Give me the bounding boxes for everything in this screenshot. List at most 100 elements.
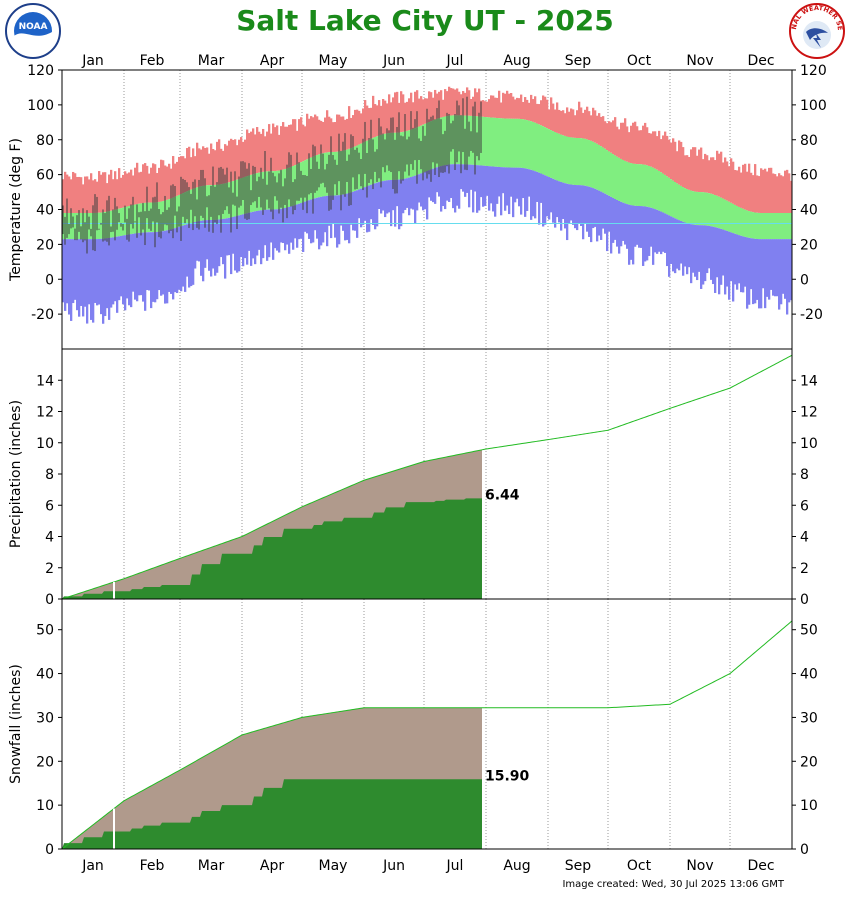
normal-range-bar — [626, 161, 629, 205]
record-low-bar — [562, 182, 565, 220]
record-low-bar — [438, 166, 441, 197]
observed-temperature-bar — [412, 127, 414, 170]
normal-range-bar — [88, 212, 91, 240]
normal-range-bar — [476, 116, 479, 166]
record-low-bar — [790, 239, 793, 301]
normal-range-bar — [766, 212, 769, 240]
normal-range-bar — [266, 171, 269, 210]
record-high-bar — [394, 92, 397, 133]
record-high-bar — [666, 135, 669, 177]
record-low-bar — [520, 167, 523, 215]
observed-temperature-bar — [194, 179, 196, 217]
record-low-bar — [622, 202, 625, 241]
normal-range-bar — [296, 164, 299, 205]
normal-range-bar — [558, 133, 561, 182]
record-low-bar — [712, 226, 715, 285]
record-high-bar — [430, 92, 433, 122]
record-low-bar — [678, 220, 681, 271]
normal-range-bar — [632, 163, 635, 206]
record-low-bar — [148, 232, 151, 291]
normal-range-bar — [480, 116, 483, 166]
month-label-top: Jun — [382, 53, 405, 69]
observed-temperature-bar — [80, 226, 82, 240]
record-high-bar — [706, 155, 709, 193]
record-low-bar — [572, 184, 575, 225]
normal-range-bar — [394, 132, 397, 180]
observed-cumulative-area — [62, 498, 482, 599]
normal-range-bar — [568, 136, 571, 185]
record-high-bar — [424, 98, 427, 124]
record-high-bar — [496, 97, 499, 119]
normal-range-bar — [216, 184, 219, 220]
normal-range-bar — [238, 179, 241, 216]
record-high-bar — [190, 157, 193, 190]
observed-temperature-bar — [478, 112, 480, 161]
record-high-bar — [344, 119, 347, 151]
observed-temperature-bar — [434, 119, 436, 175]
record-high-bar — [360, 113, 363, 144]
record-low-bar — [716, 227, 719, 278]
record-high-bar — [688, 156, 691, 190]
record-low-bar — [74, 239, 77, 300]
normal-range-bar — [466, 115, 469, 165]
normal-range-bar — [512, 118, 515, 168]
record-low-bar — [418, 174, 421, 203]
record-high-bar — [598, 113, 601, 145]
normal-range-bar — [332, 151, 335, 196]
normal-range-bar — [234, 180, 237, 217]
normal-range-bar — [702, 192, 705, 226]
observed-temperature-bar — [166, 209, 168, 226]
record-low-bar — [768, 239, 771, 300]
y-tick-label-right: 14 — [800, 373, 818, 389]
observed-temperature-bar — [172, 184, 174, 239]
normal-range-bar — [70, 212, 73, 240]
observed-temperature-bar — [180, 176, 182, 241]
record-high-bar — [484, 101, 487, 117]
record-high-bar — [312, 117, 315, 157]
normal-range-bar — [90, 212, 93, 240]
normal-range-bar — [196, 187, 199, 222]
normal-range-bar — [306, 159, 309, 201]
normal-range-bar — [586, 139, 589, 187]
observed-temperature-bar — [424, 135, 426, 173]
normal-range-bar — [202, 185, 205, 221]
record-high-bar — [242, 141, 245, 178]
record-low-bar — [142, 232, 145, 302]
observed-temperature-bar — [362, 138, 364, 191]
observed-temperature-bar — [304, 175, 306, 198]
normal-range-bar — [100, 212, 103, 239]
record-high-bar — [192, 148, 195, 189]
observed-temperature-bar — [386, 128, 388, 166]
record-high-bar — [730, 158, 733, 203]
normal-range-bar — [456, 115, 459, 165]
normal-range-bar — [424, 123, 427, 172]
normal-range-bar — [606, 150, 609, 195]
observed-temperature-bar — [252, 165, 254, 203]
observed-temperature-bar — [110, 226, 112, 233]
normal-range-bar — [194, 188, 197, 223]
record-high-bar — [560, 110, 563, 135]
record-low-bar — [324, 196, 327, 233]
normal-range-bar — [690, 190, 693, 225]
record-low-bar — [224, 218, 227, 279]
record-high-bar — [170, 168, 173, 199]
observed-temperature-bar — [220, 166, 222, 233]
record-high-bar — [126, 173, 129, 207]
observed-temperature-bar — [122, 223, 124, 231]
record-high-bar — [88, 179, 91, 213]
normal-range-bar — [236, 179, 239, 216]
normal-range-bar — [280, 170, 283, 209]
normal-range-bar — [596, 143, 599, 190]
record-low-bar — [472, 164, 475, 213]
record-high-bar — [70, 179, 73, 213]
record-high-bar — [428, 91, 431, 123]
noaa-logo: NOAA — [4, 2, 62, 64]
normal-range-bar — [552, 131, 555, 179]
observed-total-label: 15.90 — [485, 768, 530, 784]
record-low-bar — [332, 195, 335, 224]
record-high-bar — [224, 144, 227, 184]
record-low-bar — [124, 235, 127, 311]
observed-temperature-bar — [96, 196, 98, 231]
record-high-bar — [338, 114, 341, 152]
record-high-bar — [612, 120, 615, 155]
